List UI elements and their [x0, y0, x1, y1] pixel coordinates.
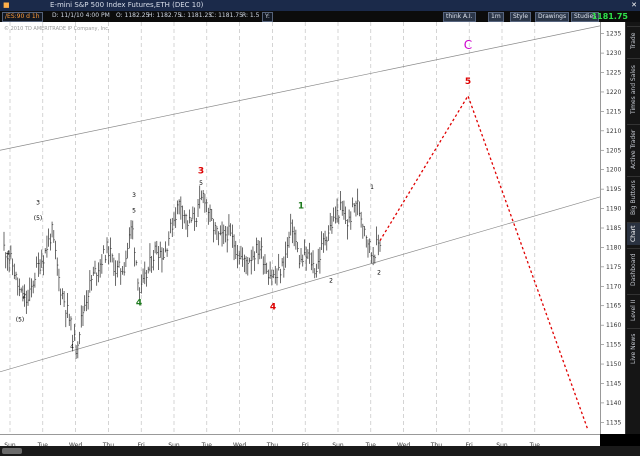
- bar-low: L: 1181.25: [180, 12, 213, 19]
- wave-label: 1: [298, 202, 304, 212]
- wave-label: (5): [34, 215, 43, 222]
- price-tick-label: 1135: [606, 419, 621, 426]
- time-tick-label: Tue: [365, 442, 377, 449]
- time-tick-label: Sun: [332, 442, 344, 449]
- price-axis-svg: 1135 1140 1145 1150 1155 1160 1165 1170 1175 1180…: [601, 31, 621, 426]
- bar-open: O: 1182.25: [116, 12, 150, 19]
- time-tick-label: Tue: [37, 442, 49, 449]
- wave-label: 1: [370, 184, 374, 191]
- right-sidebar: Trade Times and Sales Active Trader Big But…: [625, 22, 640, 434]
- drawings-button[interactable]: Drawings: [535, 12, 570, 22]
- price-tick-label: 1190: [606, 206, 621, 213]
- price-tick-label: 1230: [606, 50, 621, 57]
- wave-label: 4: [70, 343, 74, 350]
- sidebar-tab-level-ii[interactable]: Level II: [627, 294, 640, 325]
- chart-toolbar: /ES:90 d 1h D: 11/1/10 4:00 PM O: 1182.2…: [0, 11, 640, 23]
- wave-label: 2: [22, 293, 26, 300]
- price-tick-label: 1140: [606, 400, 621, 407]
- time-tick-label: Sun: [168, 442, 180, 449]
- sidebar-tab-trade[interactable]: Trade: [627, 26, 640, 55]
- lower-channel-line: [0, 196, 601, 373]
- wave-label: (5): [16, 316, 25, 323]
- wave-label: 5: [199, 180, 203, 187]
- price-tick-label: 1145: [606, 380, 621, 387]
- sidebar-tab-live-news[interactable]: Live News: [627, 328, 640, 369]
- wave-label: 2: [377, 270, 381, 277]
- sidebar-tab-active-trader[interactable]: Active Trader: [627, 124, 640, 173]
- time-tick-label: Thu: [430, 442, 442, 449]
- bar-high: H: 1182.75: [148, 12, 182, 19]
- watermark-text: © 2010 TD AMERITRADE IP Company, Inc.: [4, 25, 110, 32]
- wave-label: C: [464, 38, 472, 52]
- price-chart[interactable]: © 2010 TD AMERITRADE IP Company, Inc. 3 (5…: [0, 22, 601, 434]
- price-tick-label: 1155: [606, 342, 621, 349]
- price-tick-label: 1165: [606, 303, 621, 310]
- close-icon[interactable]: ✕: [631, 1, 637, 9]
- style-button[interactable]: Style: [510, 12, 532, 22]
- price-tick-label: 1185: [606, 225, 621, 232]
- sidebar-tab-big-buttons[interactable]: Big Buttons: [627, 176, 640, 219]
- symbol-field[interactable]: /ES:90 d 1h: [2, 12, 43, 22]
- time-tick-label: Sun: [4, 442, 16, 449]
- price-tick-label: 1210: [606, 128, 621, 135]
- wave-label: 4: [136, 299, 142, 309]
- wave-label: 2: [329, 277, 333, 284]
- time-tick-label: Wed: [69, 442, 82, 449]
- sidebar-tab-chart[interactable]: Chart: [627, 222, 640, 245]
- wave-label: 5: [465, 77, 471, 87]
- time-tick-label: Tue: [529, 442, 541, 449]
- price-tick-label: 1160: [606, 322, 621, 329]
- price-tick-label: 1205: [606, 147, 621, 154]
- app-icon: ■: [3, 1, 10, 9]
- price-tick-label: 1225: [606, 70, 621, 77]
- time-tick-label: Wed: [233, 442, 246, 449]
- time-tick-label: Sun: [496, 442, 508, 449]
- sidebar-tab-times-and-sales[interactable]: Times and Sales: [627, 58, 640, 121]
- price-tick-label: 1200: [606, 167, 621, 174]
- time-tick-label: Fri: [466, 442, 473, 449]
- time-tick-label: Fri: [302, 442, 309, 449]
- wave-label: 4: [270, 303, 276, 313]
- window-title: E-mini S&P 500 Index Futures,ETH (DEC 10…: [50, 1, 204, 9]
- horizontal-scrollbar[interactable]: [0, 446, 640, 456]
- time-tick-label: Wed: [397, 442, 410, 449]
- timeframe-button[interactable]: 1m: [488, 12, 504, 22]
- wave-label: 4: [6, 250, 10, 257]
- time-tick-label: Tue: [201, 442, 213, 449]
- sidebar-tab-dashboard[interactable]: Dashboard: [627, 248, 640, 291]
- chart-plot-area[interactable]: © 2010 TD AMERITRADE IP Company, Inc. 3 (5…: [0, 22, 601, 434]
- price-tick-label: 1215: [606, 108, 621, 115]
- last-price: 1181.75: [591, 12, 628, 21]
- time-tick-label: Thu: [266, 442, 278, 449]
- price-tick-label: 1195: [606, 186, 621, 193]
- think-ai-button[interactable]: think A.I.: [443, 12, 476, 22]
- bar-close: C: 1181.75: [210, 12, 243, 19]
- upper-channel-line: [0, 25, 601, 151]
- time-tick-label: Fri: [138, 442, 145, 449]
- bar-datetime: D: 11/1/10 4:00 PM: [52, 12, 110, 19]
- price-tick-label: 1170: [606, 283, 621, 290]
- time-axis[interactable]: Sun Tue Wed Thu Fri Sun Tue Wed Thu Fri Sun Tue Wed T…: [0, 434, 600, 449]
- price-tick-label: 1235: [606, 31, 621, 38]
- price-tick-label: 1180: [606, 244, 621, 251]
- indicator-field[interactable]: Y:: [262, 12, 273, 22]
- time-axis-svg: Sun Tue Wed Thu Fri Sun Tue Wed Thu Fri Sun Tue Wed T…: [4, 442, 541, 449]
- wave-label: 3: [132, 192, 136, 199]
- scrollbar-thumb[interactable]: [2, 448, 22, 454]
- price-tick-label: 1175: [606, 264, 621, 271]
- wave-label: 3: [36, 200, 40, 207]
- studies-button[interactable]: Studies: [571, 12, 600, 22]
- wave-label: 3: [198, 167, 204, 177]
- bar-range: R: 1.5: [242, 12, 260, 19]
- wave-label: 5: [132, 207, 136, 214]
- projection-line: [379, 94, 589, 431]
- time-tick-label: Thu: [102, 442, 114, 449]
- price-axis[interactable]: 1135 1140 1145 1150 1155 1160 1165 1170 1175 1180…: [600, 22, 626, 434]
- price-tick-label: 1220: [606, 89, 621, 96]
- price-tick-label: 1150: [606, 361, 621, 368]
